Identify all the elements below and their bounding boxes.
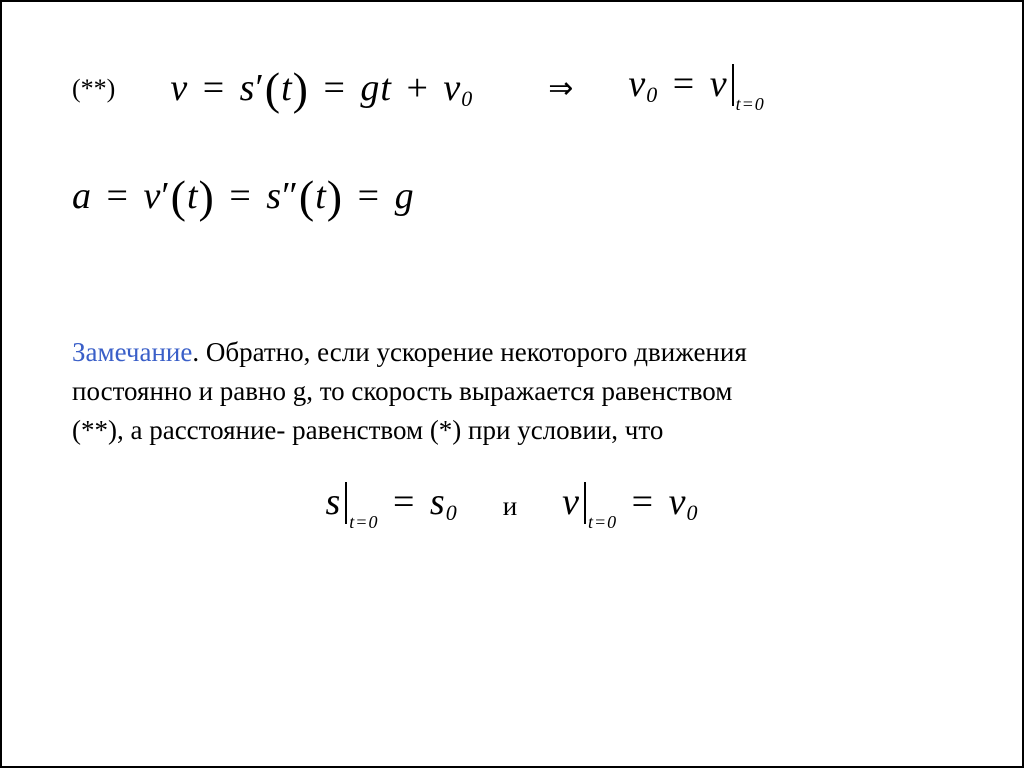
eval-bar: [345, 482, 347, 524]
sub-zero: 0: [446, 500, 458, 525]
remark-paragraph: Замечание. Обратно, если ускорение некот…: [72, 333, 952, 450]
var-t2: t: [315, 175, 327, 217]
var-v: v: [628, 63, 646, 105]
remark-line3: (**), а расстояние- равенством (*) при у…: [72, 415, 663, 445]
implies-arrow: ⇒: [548, 71, 573, 106]
sub-zero: 0: [461, 86, 473, 111]
equals-2: =: [323, 67, 345, 109]
plus: +: [406, 67, 428, 109]
var-v2: v: [710, 63, 728, 105]
prime-mark: ′: [255, 67, 264, 109]
var-t: t: [187, 175, 199, 217]
equals-1: =: [203, 67, 225, 109]
var-s2: s: [430, 481, 446, 523]
rparen: ): [293, 63, 309, 114]
prime-mark: ′: [161, 175, 170, 217]
equals-3: =: [358, 175, 380, 217]
var-g: g: [395, 175, 415, 217]
sub-zero: 0: [686, 500, 698, 525]
marker-double-star: (**): [72, 74, 115, 104]
var-v: v: [143, 175, 161, 217]
equation-s0: st=0 = s0: [326, 480, 458, 533]
equals: =: [673, 63, 695, 105]
eval-bar: [732, 64, 734, 106]
var-s: s: [326, 481, 342, 523]
eval-bar: [584, 482, 586, 524]
var-v: v: [562, 481, 580, 523]
var-t: t: [281, 67, 293, 109]
equals: =: [393, 481, 415, 523]
remark-line1: . Обратно, если ускорение некоторого дви…: [192, 337, 746, 367]
cond-t0: t=0: [588, 512, 617, 532]
var-g: g: [360, 67, 380, 109]
var-s: s: [266, 175, 282, 217]
equals-2: =: [229, 175, 251, 217]
equals: =: [632, 481, 654, 523]
double-prime-mark: ″: [282, 175, 299, 217]
equation-row-1: (**) v = s′(t) = gt + v0 ⇒ v0 = vt=0: [72, 62, 952, 115]
equation-acceleration: a = v′(t) = s″(t) = g: [72, 175, 415, 217]
equation-velocity: v = s′(t) = gt + v0: [170, 62, 473, 115]
var-v: v: [170, 67, 188, 109]
remark-label: Замечание: [72, 337, 192, 367]
equals-1: =: [107, 175, 129, 217]
equation-v0: v0 = vt=0: [628, 62, 764, 115]
var-a: a: [72, 175, 92, 217]
cond-t0: t=0: [349, 512, 378, 532]
equation-v0-cond: vt=0 = v0: [562, 480, 698, 533]
var-v2: v: [669, 481, 687, 523]
sub-zero: 0: [646, 82, 658, 107]
conjunction-and: и: [503, 491, 517, 522]
cond-t0: t=0: [736, 94, 765, 114]
remark-line2: постоянно и равно g, то скорость выражае…: [72, 376, 732, 406]
var-v2: v: [443, 67, 461, 109]
rparen: ): [327, 171, 343, 222]
slide-frame: (**) v = s′(t) = gt + v0 ⇒ v0 = vt=0 a =…: [0, 0, 1024, 768]
rparen: ): [199, 171, 215, 222]
equation-row-2: a = v′(t) = s″(t) = g: [72, 170, 952, 223]
var-t2: t: [380, 67, 392, 109]
lparen: (: [265, 63, 281, 114]
var-s: s: [240, 67, 256, 109]
equation-row-4: st=0 = s0 и vt=0 = v0: [72, 480, 952, 533]
lparen: (: [171, 171, 187, 222]
lparen: (: [299, 171, 315, 222]
